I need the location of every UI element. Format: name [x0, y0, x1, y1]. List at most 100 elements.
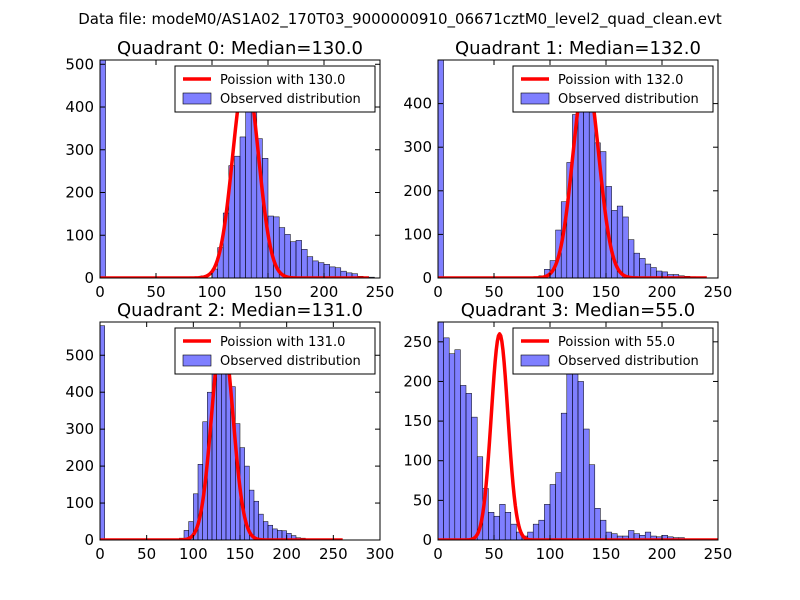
x-tick-label: 150 [592, 545, 621, 563]
legend-observed-swatch [182, 354, 212, 367]
x-tick-label: 150 [254, 283, 283, 301]
histogram-bar [438, 322, 444, 540]
y-tick-label: 300 [65, 141, 94, 159]
y-tick-label: 300 [403, 138, 432, 156]
y-tick-label: 0 [84, 531, 94, 549]
histogram-bar [351, 273, 358, 278]
histogram-bar [263, 521, 269, 540]
x-tick-label: 100 [536, 283, 565, 301]
legend: Poission with 130.0 Observed distribution [174, 65, 376, 113]
legend-poisson-label: Poission with 132.0 [558, 73, 683, 88]
legend: Poission with 132.0 Observed distribution [512, 65, 714, 113]
chart-title: Quadrant 3: Median=55.0 [461, 300, 696, 321]
histogram-bar [566, 361, 573, 540]
x-tick-label: 250 [366, 283, 395, 301]
x-tick-label: 300 [366, 545, 395, 563]
histogram-bar [312, 260, 319, 278]
x-tick-label: 150 [592, 283, 621, 301]
legend-observed-swatch [520, 92, 550, 105]
y-tick-label: 400 [403, 95, 432, 113]
quadrant-panel-2: 0 50 100 150 200 250 300 0 100 200 300 400 500 Quadra… [65, 300, 394, 563]
histogram-bar [493, 515, 500, 540]
histogram-bar [633, 252, 640, 278]
y-tick-label: 200 [403, 372, 432, 390]
histogram-bar [628, 239, 635, 278]
x-tick-label: 100 [179, 545, 208, 563]
histogram-bar [577, 381, 584, 540]
histogram-bar [510, 523, 517, 540]
quadrant-panel-1: 0 50 100 150 200 250 0 100 200 300 400 Quadrant 1: … [403, 38, 732, 301]
histogram-bar [549, 484, 556, 540]
histogram-bar [555, 472, 562, 540]
histogram-bar [253, 500, 259, 540]
histogram-bar [588, 112, 596, 278]
x-tick-label: 50 [146, 283, 165, 301]
chart-title: Quadrant 0: Median=130.0 [117, 38, 363, 59]
legend-box [174, 327, 376, 375]
histogram-bar [588, 464, 596, 540]
y-tick-label: 400 [65, 383, 94, 401]
histogram-bar [318, 262, 325, 278]
legend-observed-label: Observed distribution [220, 354, 361, 369]
histogram-bar [460, 385, 467, 540]
histogram-bar [323, 264, 330, 278]
x-tick-label: 0 [95, 545, 105, 563]
legend-box [174, 65, 376, 113]
y-tick-label: 200 [65, 457, 94, 475]
y-tick-label: 500 [65, 55, 94, 73]
x-tick-label: 50 [484, 545, 503, 563]
y-tick-label: 400 [65, 98, 94, 116]
histogram-bar [538, 519, 545, 540]
poisson-curve [100, 71, 370, 278]
poisson-curve [438, 332, 718, 540]
histogram-bar [560, 412, 568, 540]
histogram-bar [290, 241, 297, 278]
axes-frame [437, 59, 719, 279]
histogram-bar [639, 258, 646, 278]
histogram-bar [577, 103, 584, 278]
histogram-bar [448, 353, 456, 540]
histogram-bar [600, 519, 607, 540]
legend-observed-swatch [182, 92, 212, 105]
x-tick-label: 50 [137, 545, 156, 563]
histogram-bar [443, 337, 450, 540]
legend-poisson-label: Poission with 130.0 [220, 73, 345, 88]
histogram-bar [594, 508, 601, 540]
histogram-bar [221, 345, 227, 540]
histogram-bar [583, 428, 590, 540]
plot-area [100, 60, 375, 278]
histogram-bar [438, 60, 444, 278]
y-tick-label: 300 [65, 420, 94, 438]
x-tick-label: 0 [433, 545, 443, 563]
y-tick-label: 250 [403, 333, 432, 351]
y-tick-label: 0 [422, 269, 432, 287]
histogram-bar [454, 349, 461, 540]
y-tick-label: 0 [422, 531, 432, 549]
plot-area [438, 322, 718, 540]
y-tick-label: 150 [403, 412, 432, 430]
histogram-bar [471, 416, 478, 540]
x-tick-label: 0 [95, 283, 105, 301]
x-tick-label: 50 [484, 283, 503, 301]
histogram-bar [234, 155, 241, 278]
histogram-bar [301, 249, 308, 278]
axes-frame [99, 59, 381, 279]
legend-poisson-label: Poission with 131.0 [220, 335, 345, 350]
histogram-bar [100, 60, 106, 278]
chart-title: Quadrant 1: Median=132.0 [455, 38, 701, 59]
x-tick-label: 0 [433, 283, 443, 301]
y-tick-label: 200 [65, 184, 94, 202]
histogram-bar [622, 216, 629, 278]
histogram-bar [499, 504, 506, 540]
histogram-bar [465, 393, 472, 540]
y-tick-label: 50 [413, 491, 432, 509]
histogram-bar [295, 240, 302, 278]
axes-frame [437, 321, 719, 541]
histogram-bar [100, 325, 105, 540]
legend-box [512, 65, 714, 113]
y-tick-label: 100 [65, 494, 94, 512]
x-tick-label: 200 [648, 545, 677, 563]
legend-observed-label: Observed distribution [558, 354, 699, 369]
histogram-bar [267, 524, 273, 540]
